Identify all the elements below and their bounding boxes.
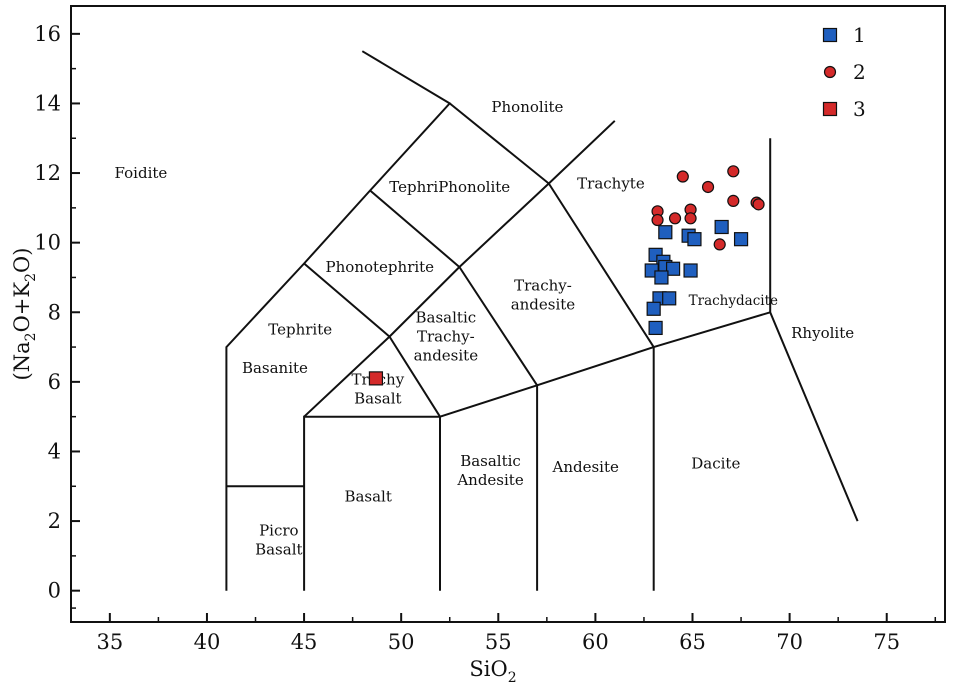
- point-series-2-2: [727, 165, 740, 178]
- x-tick-label-40: 40: [194, 630, 221, 654]
- point-series-1-12: [654, 270, 669, 285]
- y-tick-label-16: 16: [34, 22, 61, 46]
- boundary-line-2: [303, 415, 441, 591]
- legend-label-2: 2: [853, 60, 866, 84]
- field-label-trachydacite: Trachydacite: [689, 293, 778, 309]
- y-tick-label-12: 12: [34, 161, 61, 185]
- boundary-line-1: [225, 50, 452, 591]
- y-tick-label-6: 6: [48, 370, 61, 394]
- legend: 1 2 3: [822, 23, 866, 121]
- boundary-line-8: [769, 138, 859, 522]
- point-series-3-1: [368, 371, 384, 386]
- boundary-line-7: [369, 189, 539, 591]
- point-series-2-12: [713, 238, 726, 251]
- field-label-basaltic-trachyandesite: Basaltic Trachy-andesite: [414, 309, 479, 365]
- field-label-andesite: Andesite: [552, 458, 619, 476]
- point-series-1-11: [683, 263, 698, 278]
- x-tick-label-50: 50: [388, 630, 415, 654]
- x-tick-label-45: 45: [291, 630, 318, 654]
- field-label-foidite: Foidite: [115, 164, 168, 182]
- x-tick-label-75: 75: [873, 630, 900, 654]
- field-label-picrobasalt: Picro Basalt: [255, 522, 302, 559]
- legend-label-1: 1: [853, 23, 866, 47]
- field-label-tephrite: Tephrite: [268, 321, 332, 339]
- point-series-1-5: [733, 232, 749, 247]
- boundary-line-6: [449, 102, 655, 591]
- field-labels: Foidite Phonolite TephriPhonolite Trachyte P…: [115, 98, 855, 559]
- field-label-phonotephrite: Phonotephrite: [326, 258, 435, 276]
- point-series-2-10: [651, 213, 664, 227]
- point-series-1-3: [687, 232, 702, 247]
- point-series-2-11: [684, 212, 697, 225]
- point-series-2-9: [668, 212, 682, 225]
- field-label-tephriphonolite: TephriPhonolite: [389, 178, 510, 196]
- boundary-line-5: [303, 262, 771, 418]
- y-axis-title: (Na2O+K2O): [10, 248, 39, 381]
- legend-marker-3: [822, 101, 838, 117]
- field-label-basanite: Basanite: [242, 359, 308, 377]
- data-points: [368, 165, 765, 386]
- point-series-1-16: [648, 320, 663, 336]
- plot-frame: [70, 5, 946, 623]
- field-label-basalt: Basalt: [344, 488, 391, 506]
- x-tick-label-65: 65: [679, 630, 706, 654]
- y-tick-label-4: 4: [48, 439, 61, 463]
- y-tick-label-8: 8: [48, 300, 61, 324]
- point-series-2-3: [701, 180, 715, 194]
- field-label-dacite: Dacite: [691, 455, 740, 473]
- point-series-2-1: [676, 170, 689, 183]
- legend-marker-2: [823, 65, 837, 79]
- point-series-2-4: [727, 194, 740, 207]
- x-axis-title: SiO2: [469, 657, 516, 686]
- point-series-2-6: [752, 198, 765, 211]
- x-tick-label-35: 35: [96, 630, 123, 654]
- point-series-1-4: [714, 219, 729, 235]
- legend-label-3: 3: [853, 97, 866, 121]
- field-label-phonolite: Phonolite: [491, 98, 563, 116]
- field-boundaries: [225, 50, 859, 591]
- point-series-1-1: [658, 225, 673, 240]
- point-series-1-14: [662, 291, 677, 306]
- y-tick-label-2: 2: [48, 509, 61, 533]
- field-label-rhyolite: Rhyolite: [791, 324, 854, 342]
- x-tick-label-70: 70: [776, 630, 803, 654]
- y-tick-label-10: 10: [34, 231, 61, 255]
- field-label-trachyte: Trachyte: [577, 174, 645, 192]
- y-tick-label-0: 0: [48, 579, 61, 603]
- point-series-1-10: [665, 261, 681, 276]
- x-tick-label-60: 60: [582, 630, 609, 654]
- x-tick-label-55: 55: [485, 630, 512, 654]
- legend-marker-1: [822, 27, 838, 43]
- field-label-trachyandesite: Trachy-andesite: [511, 276, 576, 313]
- y-tick-label-14: 14: [34, 91, 61, 115]
- field-label-basaltic-andesite: Basaltic Andesite: [456, 452, 523, 489]
- point-series-1-15: [646, 301, 661, 316]
